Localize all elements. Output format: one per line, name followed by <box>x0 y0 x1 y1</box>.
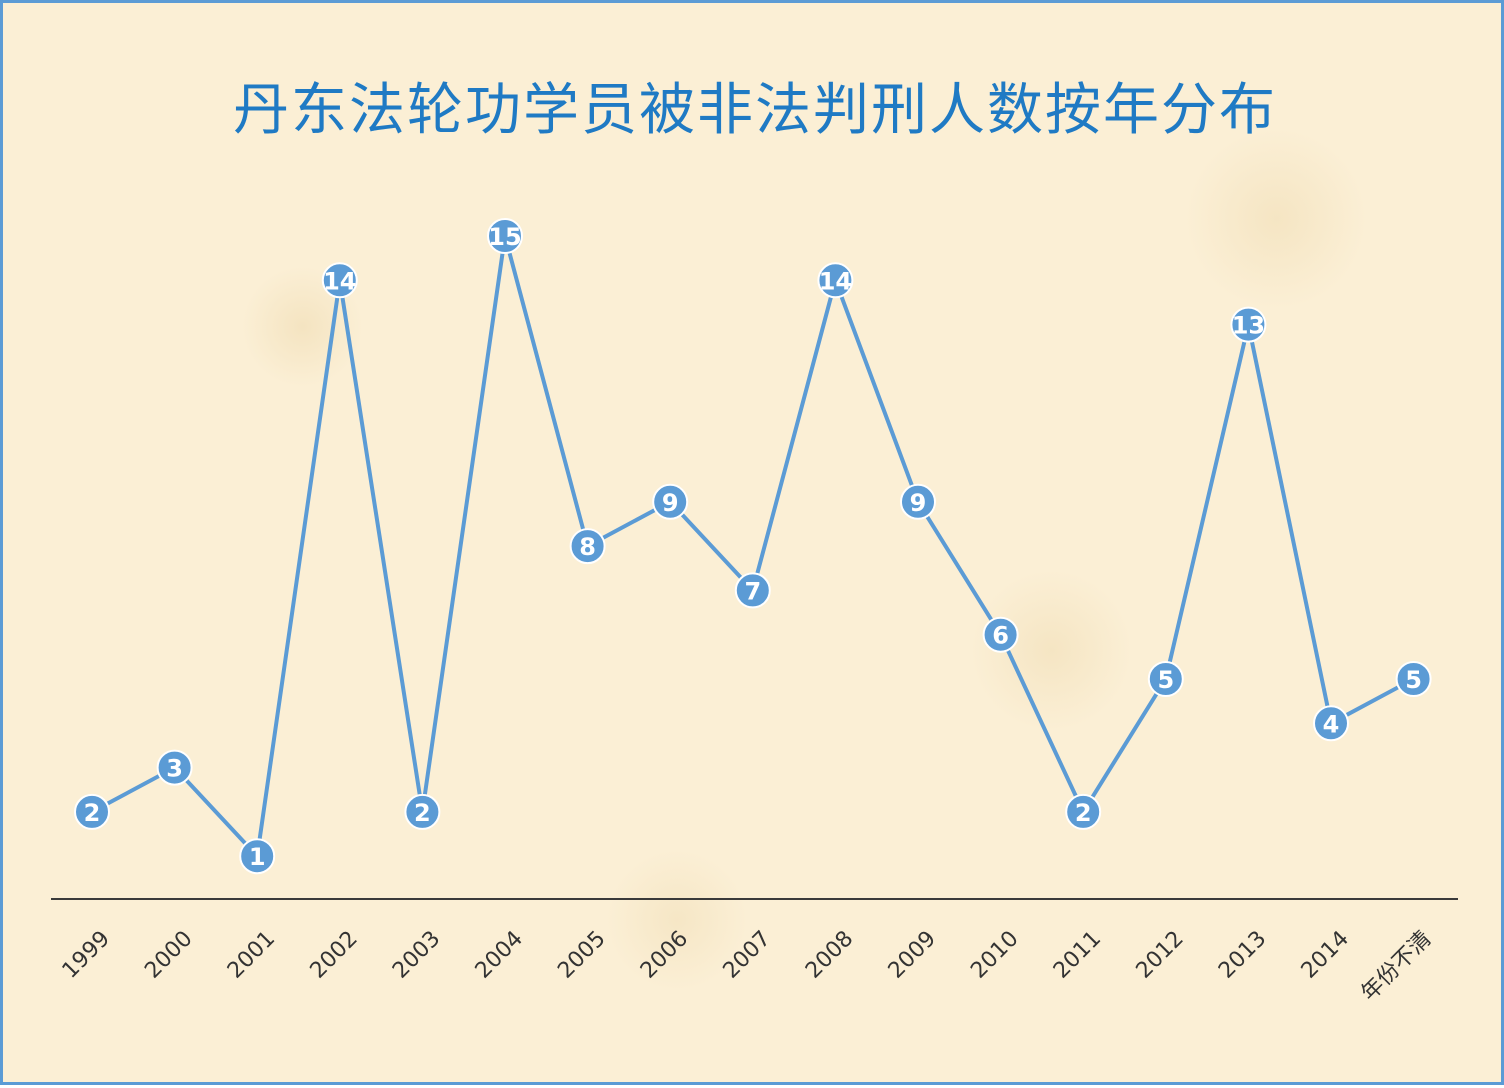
x-tick-label: 2008 <box>801 926 858 983</box>
data-label-2006: 9 <box>662 489 679 517</box>
data-label-2001: 1 <box>249 843 266 871</box>
data-point-2012 <box>1147 661 1184 697</box>
x-tick-label: 2005 <box>553 926 610 983</box>
x-tick-labels: 1999 2000 2001 2002 2003 2004 2005 2006 2007 2008… <box>58 926 1437 1006</box>
data-point-2005 <box>569 528 606 565</box>
x-tick-label: 2009 <box>884 926 941 983</box>
data-point-2004 <box>487 218 523 254</box>
x-tick-label: 2013 <box>1214 926 1271 983</box>
data-label-2002: 14 <box>323 267 356 295</box>
data-point-2013 <box>1230 306 1267 343</box>
data-point-2011 <box>1065 793 1102 830</box>
data-label-2005: 8 <box>579 533 596 561</box>
data-point-2014 <box>1313 705 1349 742</box>
x-tick-label: 2000 <box>140 926 197 983</box>
data-point-2010 <box>982 616 1019 653</box>
x-tick-label: 2002 <box>306 926 363 983</box>
data-point-2009 <box>900 483 936 520</box>
data-point-年份不清 <box>1395 661 1432 697</box>
data-label-1999: 2 <box>84 799 101 827</box>
data-label-2012: 5 <box>1157 666 1174 694</box>
x-tick-label: 2006 <box>636 926 693 983</box>
series-layer: 2 3 1 14 2 15 8 9 7 14 9 6 2 5 13 4 5 <box>74 218 1432 875</box>
data-label-年份不清: 5 <box>1405 666 1422 694</box>
x-tick-label: 1999 <box>58 926 115 983</box>
data-point-2006 <box>652 483 689 520</box>
data-point-2007 <box>734 572 771 609</box>
data-label-2004: 15 <box>488 223 521 251</box>
data-point-2008 <box>817 262 854 299</box>
series-line <box>91 234 1415 859</box>
data-point-2002 <box>321 262 358 299</box>
data-point-2000 <box>156 749 193 786</box>
x-tick-label: 2011 <box>1049 926 1106 983</box>
x-tick-label: 年份不清 <box>1357 926 1437 1006</box>
x-tick-label: 2012 <box>1132 926 1189 983</box>
data-label-2009: 9 <box>910 489 927 517</box>
data-point-2001 <box>239 838 276 875</box>
chart-title: 丹东法轮功学员被非法判刑人数按年分布 <box>233 78 1277 143</box>
data-label-2014: 4 <box>1323 710 1340 738</box>
data-label-2003: 2 <box>414 799 431 827</box>
x-tick-label: 2007 <box>719 926 776 983</box>
data-label-2010: 6 <box>992 622 1009 650</box>
data-label-2008: 14 <box>819 267 852 295</box>
data-label-2013: 13 <box>1232 312 1265 340</box>
data-label-2011: 2 <box>1075 799 1092 827</box>
x-tick-label: 2004 <box>471 926 528 983</box>
x-tick-label: 2001 <box>223 926 280 983</box>
data-point-1999 <box>74 793 110 830</box>
x-tick-label: 2010 <box>966 926 1023 983</box>
data-point-2003 <box>404 793 441 830</box>
data-label-2000: 3 <box>166 755 183 783</box>
data-label-2007: 7 <box>744 577 761 605</box>
line-chart: 2 3 1 14 2 15 8 9 7 14 9 6 2 5 13 4 5 1999 2000 2001 2002 20… <box>51 218 1458 1006</box>
x-tick-label: 2003 <box>388 926 445 983</box>
x-tick-label: 2014 <box>1297 926 1354 983</box>
